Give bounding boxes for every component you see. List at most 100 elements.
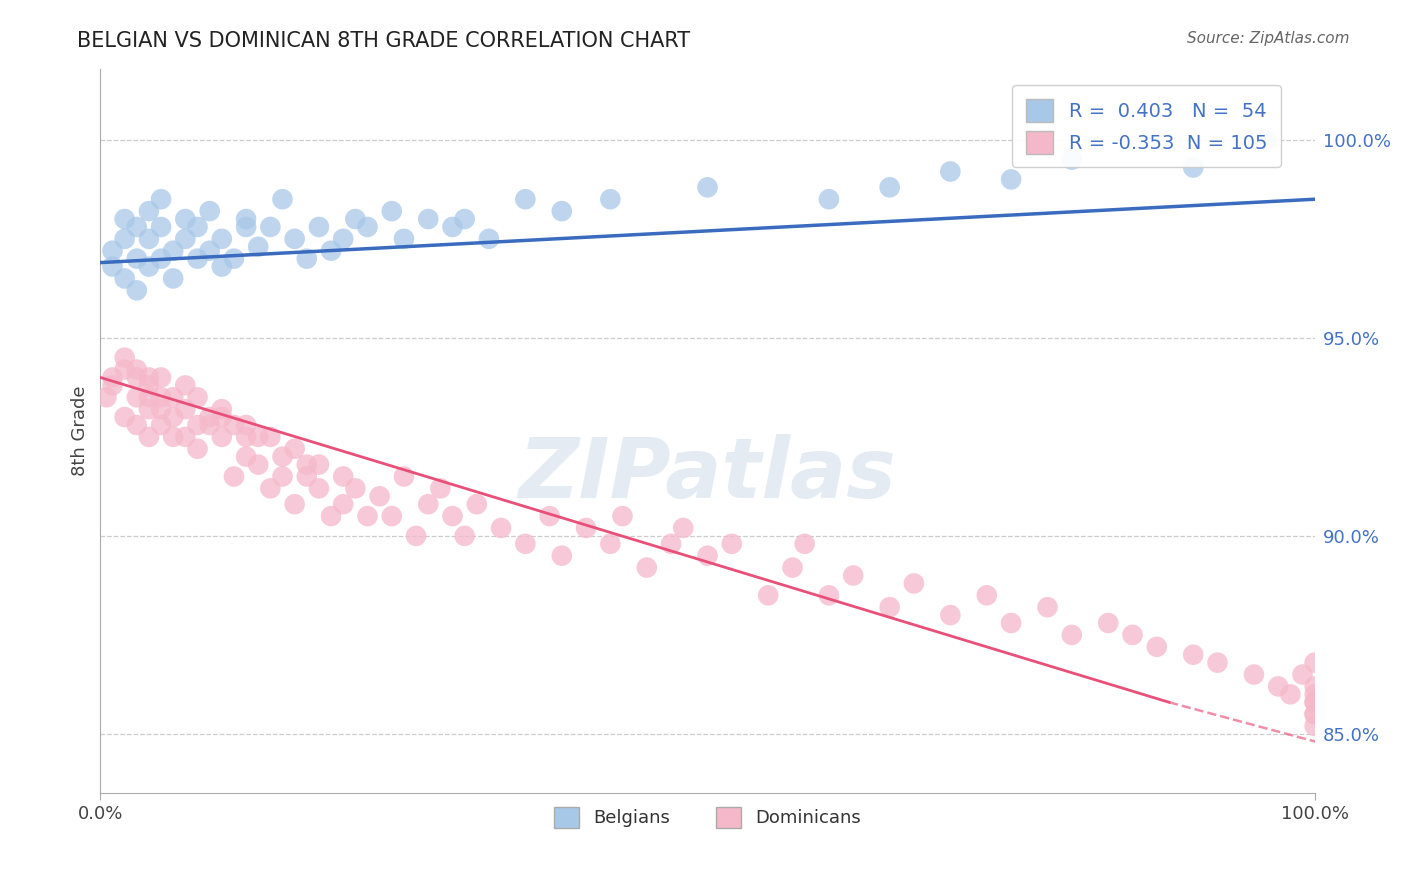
Point (405, 529, 427, 543)
Point (1182, 648, 1205, 662)
Point (903, 576, 925, 591)
Point (659, 537, 682, 551)
Point (247, 458, 270, 472)
Point (198, 244, 221, 258)
Legend: Belgians, Dominicans: Belgians, Dominicans (547, 800, 869, 835)
Point (1146, 640, 1168, 654)
Point (125, 370, 148, 384)
Point (101, 378, 124, 392)
Point (186, 442, 208, 456)
Point (235, 212, 257, 227)
Point (756, 588, 779, 602)
Point (356, 219, 378, 234)
Point (696, 180, 718, 194)
Point (344, 212, 367, 227)
Point (612, 509, 634, 524)
Point (186, 417, 208, 432)
Point (284, 442, 307, 456)
Point (114, 351, 136, 365)
Point (939, 164, 962, 178)
Point (1303, 656, 1326, 670)
Point (222, 417, 245, 432)
Point (489, 521, 512, 535)
Point (295, 252, 318, 266)
Point (247, 430, 270, 444)
Point (138, 260, 160, 274)
Point (1303, 695, 1326, 709)
Text: Source: ZipAtlas.com: Source: ZipAtlas.com (1187, 31, 1350, 46)
Point (1254, 133, 1277, 147)
Point (1000, 172, 1022, 186)
Point (381, 509, 404, 524)
Point (150, 417, 173, 432)
Point (879, 600, 901, 615)
Point (211, 232, 233, 246)
Point (1000, 615, 1022, 630)
Point (1303, 719, 1326, 733)
Point (842, 568, 865, 582)
Point (344, 481, 367, 495)
Point (114, 212, 136, 227)
Point (1036, 600, 1059, 615)
Point (259, 430, 281, 444)
Point (150, 252, 173, 266)
Point (174, 402, 197, 417)
Point (198, 417, 221, 432)
Point (138, 430, 160, 444)
Point (101, 244, 124, 258)
Point (368, 489, 391, 503)
Point (1279, 687, 1302, 701)
Point (441, 219, 464, 234)
Point (599, 192, 621, 206)
Point (418, 497, 440, 511)
Point (332, 232, 354, 246)
Point (793, 537, 815, 551)
Point (271, 450, 294, 464)
Point (259, 219, 281, 234)
Point (1097, 615, 1119, 630)
Point (150, 219, 173, 234)
Point (319, 244, 342, 258)
Point (976, 588, 998, 602)
Point (1303, 707, 1326, 722)
Point (138, 204, 160, 219)
Point (125, 390, 148, 404)
Point (818, 192, 841, 206)
Point (150, 390, 173, 404)
Point (186, 252, 208, 266)
Point (1060, 628, 1083, 642)
Point (125, 252, 148, 266)
Point (308, 481, 330, 495)
Point (515, 192, 537, 206)
Text: BELGIAN VS DOMINICAN 8TH GRADE CORRELATION CHART: BELGIAN VS DOMINICAN 8TH GRADE CORRELATI… (77, 31, 690, 51)
Point (162, 244, 184, 258)
Text: ZIPatlas: ZIPatlas (519, 434, 897, 515)
Point (429, 481, 451, 495)
Point (211, 260, 233, 274)
Point (332, 497, 354, 511)
Point (295, 469, 318, 483)
Point (1121, 628, 1143, 642)
Point (125, 219, 148, 234)
Point (575, 521, 598, 535)
Point (125, 283, 148, 297)
Point (1243, 667, 1265, 681)
Point (211, 410, 233, 425)
Point (939, 608, 962, 623)
Point (599, 537, 621, 551)
Point (138, 402, 160, 417)
Point (381, 204, 404, 219)
Point (114, 362, 136, 376)
Point (235, 430, 257, 444)
Point (174, 378, 197, 392)
Point (138, 390, 160, 404)
Point (247, 240, 270, 254)
Point (222, 469, 245, 483)
Point (150, 192, 173, 206)
Point (138, 378, 160, 392)
Point (174, 430, 197, 444)
Point (1303, 687, 1326, 701)
Point (186, 219, 208, 234)
Y-axis label: 8th Grade: 8th Grade (72, 385, 89, 476)
Point (101, 370, 124, 384)
